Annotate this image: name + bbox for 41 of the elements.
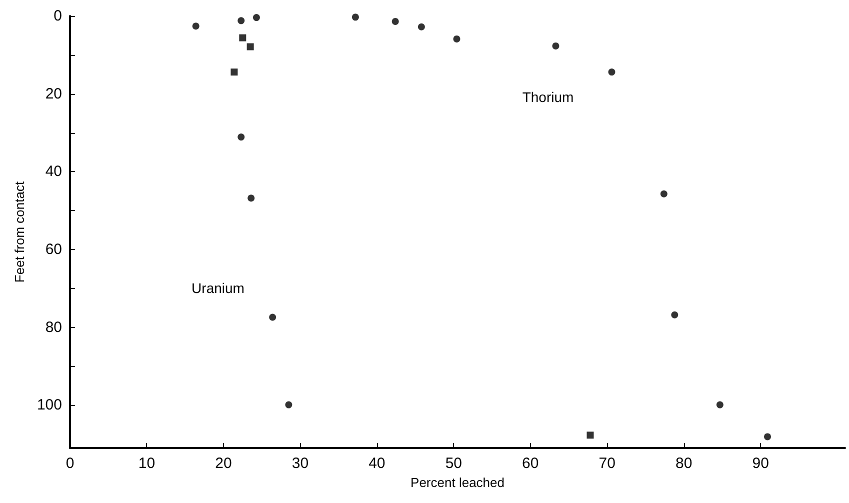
x-tick-label: 20 (215, 455, 232, 472)
point (239, 34, 246, 42)
x-tick-label: 10 (138, 455, 156, 472)
y-tick-label: 0 (54, 8, 62, 24)
annotation: Uranium (192, 280, 244, 296)
y-tick-label: 60 (45, 241, 62, 258)
point (238, 134, 245, 141)
x-axis-title: Percent leached (410, 475, 504, 490)
point (671, 311, 678, 318)
point (716, 401, 724, 408)
point (660, 190, 668, 198)
point (285, 401, 292, 408)
y-tick-label: 40 (45, 163, 62, 180)
x-tick-label: 40 (368, 455, 386, 472)
point (552, 42, 560, 50)
x-tick-label: 90 (752, 455, 769, 472)
y-tick-label: 20 (45, 85, 62, 102)
point (192, 22, 200, 30)
point (764, 433, 771, 440)
y-axis-title: Feet from contact (12, 181, 28, 283)
point (238, 17, 245, 24)
point (453, 35, 460, 42)
y-tick-label: 100 (36, 396, 62, 414)
point (352, 14, 359, 21)
point (586, 432, 594, 439)
point (418, 23, 425, 30)
x-tick-label: 60 (522, 455, 539, 472)
x-tick-label: 50 (445, 455, 462, 472)
point (269, 314, 276, 321)
x-tick-label: 0 (66, 455, 74, 472)
point (252, 14, 260, 22)
point (248, 194, 255, 202)
point (608, 68, 616, 76)
point (392, 18, 399, 25)
point (230, 68, 238, 76)
x-tick-label: 80 (676, 455, 692, 472)
point (246, 43, 254, 50)
x-tick-label: 70 (598, 455, 616, 472)
y-tick-label: 80 (45, 318, 62, 336)
annotation: Thorium (522, 89, 574, 105)
x-tick-label: 30 (292, 455, 309, 472)
